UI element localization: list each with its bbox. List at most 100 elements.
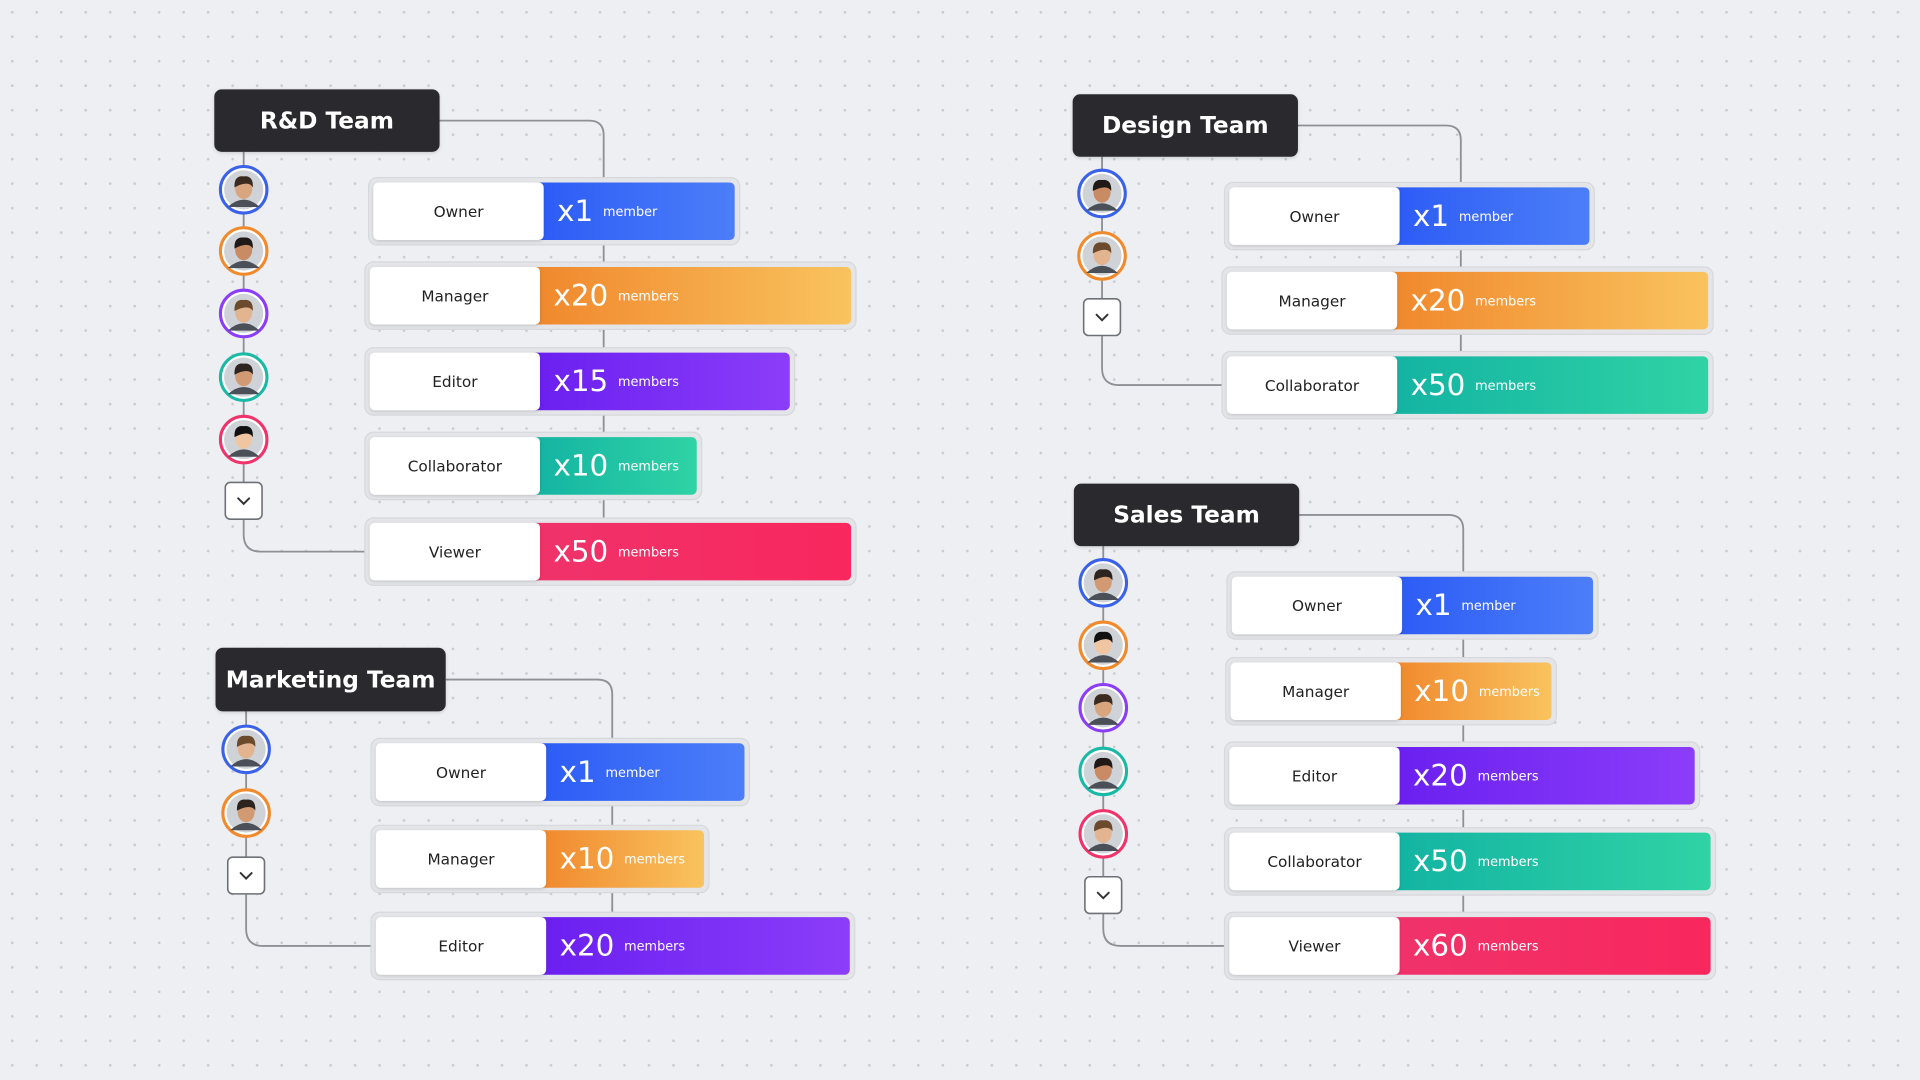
count-bar bbox=[530, 352, 790, 411]
role-row: Viewer x60 members bbox=[1223, 911, 1717, 981]
member-unit: members bbox=[1475, 379, 1536, 394]
member-count: x1 bbox=[1416, 588, 1452, 622]
expand-button[interactable] bbox=[226, 856, 266, 895]
role-label: Manager bbox=[1279, 292, 1347, 310]
role-row: Editor x20 members bbox=[370, 911, 856, 981]
member-unit: members bbox=[1478, 940, 1539, 955]
chevron-icon bbox=[237, 497, 251, 506]
avatar-hair bbox=[1094, 694, 1113, 706]
role-row: Manager x10 members bbox=[370, 824, 710, 894]
role-label-box bbox=[1229, 832, 1400, 891]
avatar bbox=[1078, 809, 1129, 859]
avatar-shoulders bbox=[1087, 655, 1120, 663]
connector bbox=[445, 678, 614, 946]
member-count: x20 bbox=[560, 929, 615, 963]
role-label: Editor bbox=[1292, 767, 1338, 785]
avatar bbox=[1078, 558, 1129, 608]
diagram: R&D Team Owner x1 member Manager x20 members Ed… bbox=[214, 89, 1717, 981]
count-bar bbox=[530, 522, 852, 581]
team-title: Design Team bbox=[1102, 112, 1269, 139]
avatar-shoulders bbox=[1087, 843, 1120, 852]
role-label-box bbox=[369, 522, 540, 581]
avatar bbox=[221, 724, 271, 775]
member-unit: members bbox=[618, 289, 679, 304]
team-header bbox=[214, 89, 440, 152]
avatar-shoulders bbox=[227, 449, 260, 457]
connector bbox=[1102, 546, 1230, 947]
member-count: x60 bbox=[1413, 929, 1468, 963]
role-label: Viewer bbox=[1288, 938, 1341, 956]
count-bar bbox=[1392, 576, 1594, 635]
avatar-hair bbox=[234, 363, 253, 375]
expand-button[interactable] bbox=[1084, 875, 1123, 915]
role-row: Manager x20 members bbox=[1221, 266, 1714, 335]
avatar-shoulders bbox=[227, 199, 260, 207]
avatar bbox=[1077, 168, 1127, 219]
avatar-shoulders bbox=[1087, 592, 1120, 600]
count-bar bbox=[1389, 746, 1695, 805]
count-bar bbox=[1387, 356, 1709, 414]
avatar-shoulders bbox=[227, 260, 260, 269]
role-label-box bbox=[375, 917, 547, 975]
member-count: x10 bbox=[560, 842, 615, 876]
avatar-hair bbox=[234, 176, 253, 188]
role-label: Manager bbox=[427, 851, 495, 869]
role-label-box bbox=[1229, 917, 1400, 975]
count-bar bbox=[1389, 832, 1711, 891]
member-unit: member bbox=[1461, 599, 1516, 614]
avatar-hair bbox=[236, 799, 256, 811]
role-label: Manager bbox=[1282, 683, 1350, 701]
role-label: Collaborator bbox=[1265, 377, 1360, 395]
member-count: x50 bbox=[553, 534, 608, 568]
role-label-box bbox=[1229, 746, 1400, 805]
role-label-box bbox=[1231, 576, 1403, 635]
avatar bbox=[218, 165, 269, 215]
member-count: x1 bbox=[557, 194, 593, 228]
role-label: Manager bbox=[421, 287, 489, 305]
role-row: Editor x15 members bbox=[364, 347, 796, 416]
avatar-shoulders bbox=[1086, 265, 1118, 274]
role-label-box bbox=[373, 182, 544, 240]
member-unit: members bbox=[618, 460, 679, 475]
chevron-icon bbox=[1096, 891, 1110, 900]
team-title: Marketing Team bbox=[226, 666, 436, 693]
team-title: R&D Team bbox=[260, 107, 394, 134]
member-unit: members bbox=[1475, 294, 1536, 309]
member-count: x1 bbox=[1413, 199, 1449, 233]
avatar bbox=[1078, 746, 1129, 797]
member-count: x50 bbox=[1411, 368, 1466, 402]
avatar bbox=[218, 288, 269, 339]
avatar bbox=[1078, 682, 1129, 733]
avatar-shoulders bbox=[230, 822, 263, 831]
team-title: Sales Team bbox=[1113, 502, 1260, 529]
count-bar bbox=[536, 743, 745, 801]
role-row: Owner x1 member bbox=[370, 737, 751, 807]
role-row: Owner x1 member bbox=[367, 176, 741, 246]
count-bar bbox=[1389, 917, 1711, 975]
avatar-hair bbox=[234, 426, 253, 438]
avatar-hair bbox=[234, 299, 253, 312]
expand-button[interactable] bbox=[1082, 297, 1122, 337]
connector bbox=[245, 711, 376, 947]
member-unit: member bbox=[603, 205, 658, 220]
connector bbox=[242, 151, 370, 553]
chevron-icon bbox=[1095, 313, 1109, 322]
avatar bbox=[1077, 231, 1127, 281]
member-count: x1 bbox=[560, 755, 596, 789]
role-label-box bbox=[369, 266, 540, 325]
avatar-hair bbox=[1092, 242, 1112, 254]
role-label-box bbox=[1226, 356, 1398, 414]
team-header bbox=[1073, 483, 1300, 547]
role-row: Owner x1 member bbox=[1223, 181, 1595, 251]
connector bbox=[1297, 124, 1462, 386]
count-bar bbox=[536, 830, 705, 888]
avatar-hair bbox=[1094, 757, 1113, 769]
role-label: Viewer bbox=[429, 543, 482, 561]
member-count: x20 bbox=[1411, 283, 1466, 317]
role-row: Owner x1 member bbox=[1226, 571, 1599, 640]
avatar bbox=[221, 788, 271, 838]
team-header bbox=[215, 647, 446, 712]
expand-button[interactable] bbox=[224, 481, 263, 520]
